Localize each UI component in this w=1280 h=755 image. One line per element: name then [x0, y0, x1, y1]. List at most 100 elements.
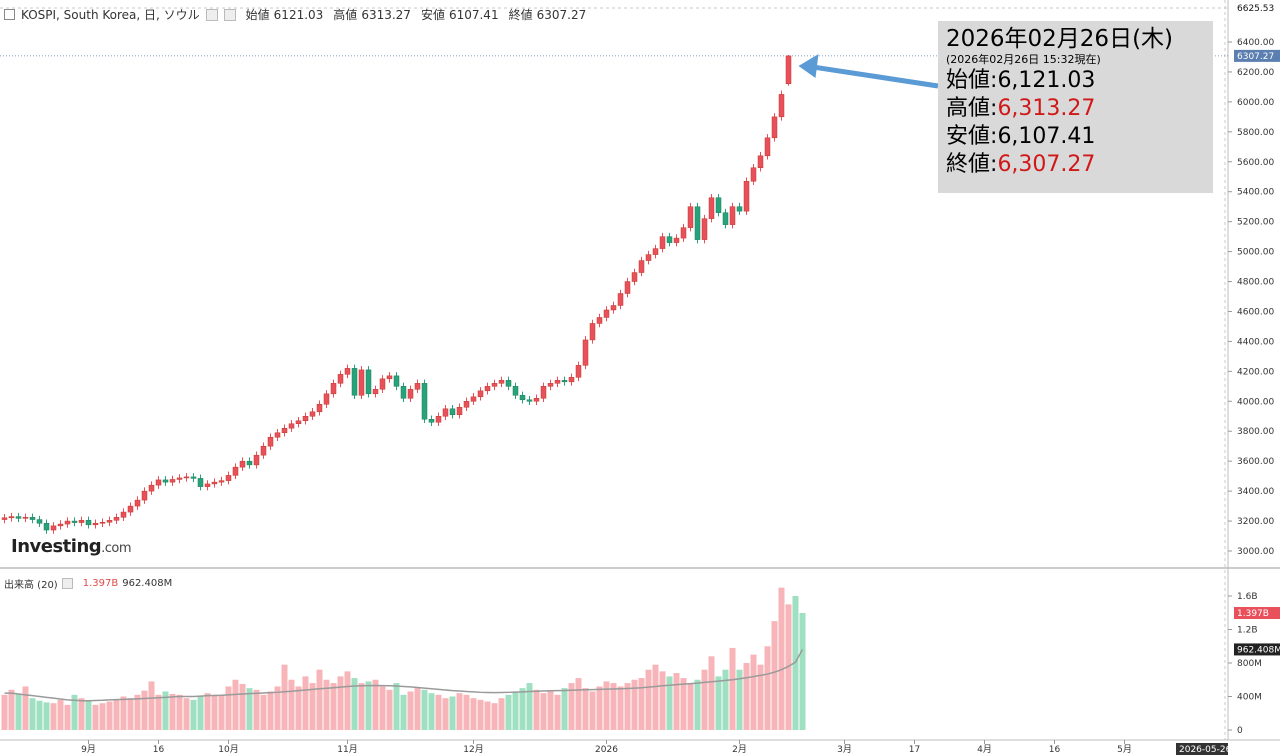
- volume-bar: [771, 621, 778, 730]
- settings-icon[interactable]: [205, 8, 218, 21]
- volume-bar: [477, 699, 484, 730]
- candle-body: [1, 517, 8, 520]
- price-tick-label: 6000.00: [1237, 98, 1274, 108]
- volume-ma-tag: 962.408M: [1234, 643, 1280, 656]
- volume-bar: [1, 694, 8, 730]
- candle-body: [743, 180, 750, 212]
- candle-body: [645, 254, 652, 261]
- volume-value: 1.397B: [82, 578, 119, 589]
- price-tick-label: 3400.00: [1237, 487, 1274, 497]
- candle-body: [22, 517, 29, 519]
- volume-bar: [15, 693, 22, 730]
- volume-bar: [232, 679, 239, 730]
- low-value: 6107.41: [448, 7, 499, 22]
- candle-body: [85, 520, 92, 526]
- candle-body: [29, 517, 36, 520]
- candle-body: [239, 460, 246, 468]
- volume-bar: [498, 698, 505, 730]
- volume-bar: [365, 681, 372, 730]
- open-label: 始値: [245, 8, 270, 22]
- time-tick-label: 2026: [595, 745, 618, 755]
- volume-bar: [162, 691, 169, 730]
- candle-body: [36, 519, 43, 524]
- candle-body: [680, 227, 687, 239]
- candle-body: [484, 386, 491, 392]
- volume-bar: [701, 669, 708, 730]
- low-label: 安値: [420, 8, 445, 22]
- candle-body: [344, 368, 351, 375]
- candle-body: [729, 206, 736, 225]
- candle-body: [778, 94, 785, 118]
- candle-body: [589, 323, 596, 341]
- volume-bar: [694, 679, 701, 730]
- volume-bar: [50, 703, 57, 730]
- candle-body: [330, 383, 337, 395]
- candle-body: [127, 505, 134, 513]
- candle-body: [274, 432, 281, 438]
- candle-body: [337, 374, 344, 384]
- volume-bar: [680, 678, 687, 730]
- volume-bar: [113, 699, 120, 730]
- volume-bar: [8, 689, 15, 730]
- volume-settings-icon[interactable]: [61, 578, 73, 589]
- candle-body: [323, 393, 330, 405]
- time-tick-label: 16: [153, 745, 165, 755]
- visibility-icon[interactable]: [223, 8, 236, 21]
- candle-body: [764, 137, 771, 157]
- candle-body: [722, 212, 729, 225]
- candle-body: [666, 236, 673, 243]
- high-value: 6313.27: [361, 7, 411, 22]
- candle-body: [624, 281, 631, 294]
- volume-bar: [288, 679, 295, 730]
- volume-bar: [505, 694, 512, 730]
- date-tag: 2026-05-26: [1176, 743, 1232, 755]
- volume-bar: [442, 698, 449, 730]
- price-tick-label: 3200.00: [1237, 517, 1274, 527]
- volume-bar: [295, 686, 302, 730]
- volume-bar: [225, 686, 232, 730]
- volume-bar: [736, 669, 743, 730]
- volume-bar: [610, 683, 617, 730]
- volume-bar: [799, 613, 806, 730]
- candle-body: [435, 416, 442, 423]
- volume-bar: [57, 699, 64, 730]
- volume-bar: [750, 654, 757, 730]
- volume-bar: [512, 691, 519, 730]
- volume-bar: [323, 679, 330, 730]
- candle-body: [99, 522, 106, 524]
- candle-body: [575, 365, 582, 378]
- candle-body: [211, 481, 218, 485]
- candle-body: [267, 436, 274, 447]
- volume-bar: [484, 701, 491, 730]
- volume-bar: [617, 686, 624, 730]
- candle-body: [561, 380, 568, 383]
- volume-bar: [260, 694, 267, 730]
- collapse-icon[interactable]: [4, 9, 15, 20]
- candle-body: [148, 484, 155, 492]
- investing-logo: Investing.com: [11, 536, 132, 557]
- price-tick-label: 5000.00: [1237, 248, 1274, 258]
- candle-body: [309, 411, 316, 417]
- volume-bar: [64, 704, 71, 730]
- price-tick-label: 6200.00: [1237, 68, 1274, 78]
- callout-arrow-head: [798, 53, 819, 78]
- price-tick-label: 5600.00: [1237, 158, 1274, 168]
- candle-body: [470, 396, 477, 402]
- time-tick-label: 3月: [837, 744, 852, 755]
- volume-bar: [85, 700, 92, 730]
- candle-body: [554, 380, 561, 384]
- volume-bar: [673, 673, 680, 730]
- volume-bar: [43, 702, 50, 730]
- candle-body: [288, 423, 295, 429]
- volume-bar: [337, 676, 344, 730]
- volume-bar: [729, 647, 736, 730]
- volume-bar: [78, 698, 85, 730]
- volume-bar: [596, 686, 603, 730]
- candle-body: [428, 419, 435, 423]
- callout-row-open: 始値:6,121.03: [946, 68, 1096, 93]
- candle-body: [757, 155, 764, 169]
- candle-body: [57, 523, 64, 527]
- volume-header: 出来高 (20) 1.397B 962.408M: [4, 576, 172, 591]
- volume-bar: [344, 671, 351, 730]
- candle-body: [771, 116, 778, 139]
